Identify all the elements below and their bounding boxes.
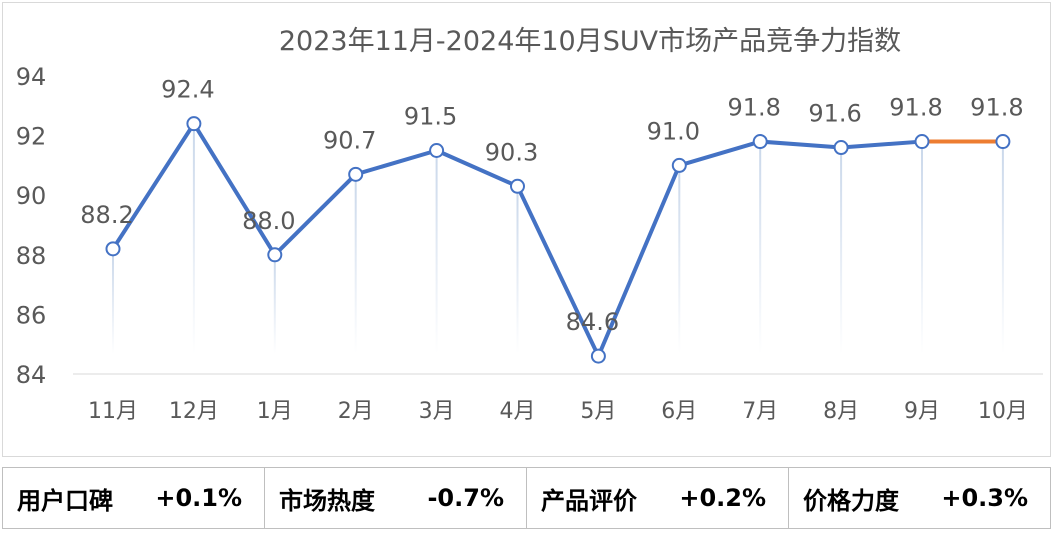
- data-point: [914, 134, 930, 150]
- x-tick-label: 10月: [978, 399, 1028, 424]
- x-tick-label: 1月: [257, 399, 293, 424]
- x-tick-label: 2月: [338, 399, 374, 424]
- x-tick-label: 7月: [742, 399, 778, 424]
- data-point: [671, 157, 687, 173]
- x-tick-label: 8月: [823, 399, 859, 424]
- metric-user-reputation: 用户口碑 +0.1%: [3, 468, 265, 528]
- data-point: [348, 166, 364, 182]
- x-tick-label: 3月: [419, 399, 455, 424]
- data-point: [995, 134, 1011, 150]
- x-tick-label: 12月: [169, 399, 219, 424]
- data-point: [429, 143, 445, 158]
- metric-label: 产品评价: [541, 486, 637, 515]
- chart-frame: 2023年11月-2024年10月SUV市场产品竞争力指数 84 86 88 90 92 9…: [2, 2, 1051, 457]
- drop-line: [435, 150, 438, 354]
- data-label: 91.6: [808, 100, 861, 128]
- metrics-bar: 用户口碑 +0.1% 市场热度 -0.7% 产品评价 +0.2% 价格力度 +0…: [2, 467, 1051, 529]
- data-label: 90.3: [485, 138, 538, 166]
- y-tick-label: 86: [16, 301, 47, 329]
- drop-line: [921, 141, 923, 354]
- data-label: 84.6: [566, 308, 619, 336]
- data-label: 90.7: [323, 126, 376, 154]
- metric-product-rating: 产品评价 +0.2%: [527, 468, 789, 528]
- metric-label: 市场热度: [279, 486, 375, 515]
- line-chart: 2023年11月-2024年10月SUV市场产品竞争力指数 84 86 88 90 92 9…: [16, 26, 1043, 424]
- metric-value: +0.2%: [679, 484, 766, 512]
- drop-line: [678, 165, 681, 354]
- drop-line: [354, 174, 357, 354]
- data-label: 91.8: [889, 94, 942, 122]
- x-tick-label: 5月: [580, 399, 616, 424]
- drop-line: [840, 147, 843, 354]
- metric-label: 用户口碑: [17, 486, 113, 515]
- data-label: 91.0: [647, 117, 700, 145]
- data-label: 88.2: [80, 201, 133, 229]
- data-label: 91.8: [727, 94, 780, 122]
- drop-line: [273, 254, 276, 354]
- data-point: [105, 241, 121, 257]
- y-tick-label: 94: [16, 63, 47, 91]
- y-tick-label: 92: [16, 123, 47, 151]
- x-tick-label: 6月: [661, 399, 697, 424]
- data-point: [510, 178, 525, 194]
- data-point: [186, 116, 202, 132]
- y-tick-label: 84: [16, 361, 47, 389]
- metric-market-heat: 市场热度 -0.7%: [265, 468, 527, 528]
- data-point: [752, 134, 768, 150]
- metric-value: +0.1%: [155, 484, 242, 512]
- drop-line: [112, 248, 114, 354]
- metric-value: +0.3%: [941, 484, 1028, 512]
- data-label: 88.0: [242, 207, 295, 235]
- metric-label: 价格力度: [803, 486, 899, 515]
- metric-value: -0.7%: [427, 484, 504, 512]
- x-tick-label: 11月: [88, 399, 138, 424]
- chart-title: 2023年11月-2024年10月SUV市场产品竞争力指数: [279, 26, 901, 57]
- drop-line: [1001, 141, 1004, 354]
- y-tick-label: 88: [16, 242, 47, 270]
- y-tick-label: 90: [16, 182, 47, 210]
- data-point: [590, 348, 606, 364]
- drop-line: [516, 186, 519, 354]
- x-tick-label: 4月: [500, 399, 536, 424]
- drop-line: [192, 123, 195, 355]
- drop-line: [759, 141, 762, 354]
- data-label: 91.8: [970, 94, 1023, 122]
- data-label: 92.4: [161, 76, 214, 104]
- data-point: [833, 140, 849, 156]
- x-tick-label: 9月: [904, 399, 940, 424]
- metric-price-strength: 价格力度 +0.3%: [789, 468, 1050, 528]
- data-point: [267, 247, 283, 263]
- data-label: 91.5: [404, 103, 457, 131]
